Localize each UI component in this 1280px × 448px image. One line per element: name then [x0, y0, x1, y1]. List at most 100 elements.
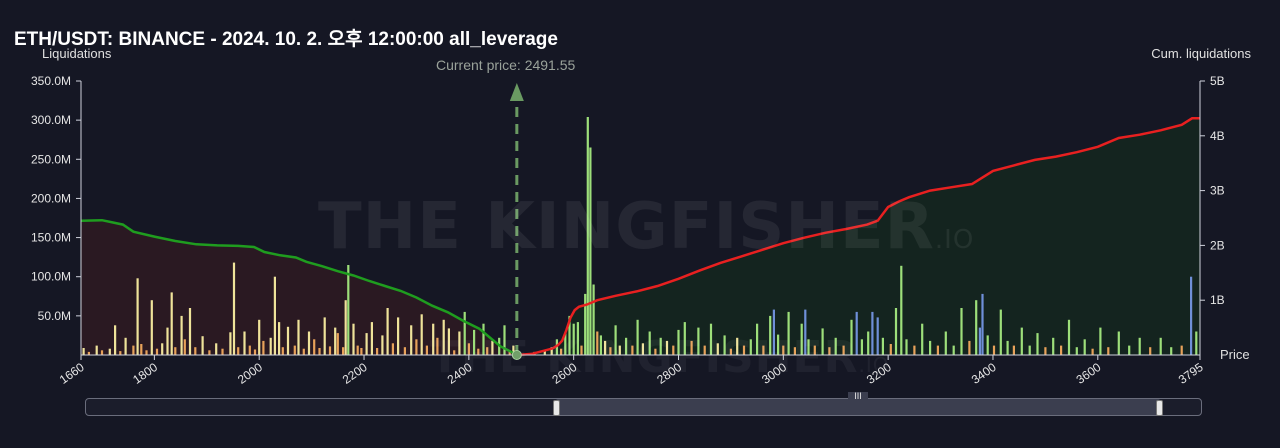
liquidation-bar [1149, 347, 1152, 355]
liquidation-bar [334, 327, 337, 355]
liquidation-bar [560, 348, 563, 355]
liquidation-bar [881, 337, 884, 355]
y-tick-label: 300.0M [31, 113, 71, 127]
liquidation-bar [807, 339, 810, 355]
liquidation-bar [1036, 333, 1039, 355]
liquidation-bar [889, 344, 892, 355]
liquidation-bar [821, 328, 824, 355]
liquidation-bar [278, 322, 281, 355]
scrollbar-right-handle[interactable] [1156, 400, 1163, 416]
liquidation-bar [100, 350, 104, 355]
liquidation-bar [921, 323, 924, 355]
liquidation-bar [900, 265, 903, 355]
liquidation-bar [1138, 337, 1141, 355]
liquidation-bar [813, 345, 816, 355]
liquidation-bar [473, 329, 476, 355]
scrollbar-grip[interactable]: III [848, 392, 868, 401]
liquidation-bar [208, 350, 211, 355]
y-tick-label: 200.0M [31, 191, 71, 205]
liquidation-bar [1091, 348, 1094, 355]
liquidation-bar [1180, 345, 1183, 355]
liquidation-bar [690, 340, 693, 355]
liquidation-bar [432, 323, 435, 355]
liquidation-bar [618, 345, 621, 355]
liquidation-bar [442, 319, 445, 355]
liquidation-bar [170, 292, 173, 355]
liquidation-bar [589, 147, 592, 355]
liquidation-bar [999, 309, 1002, 355]
liquidation-bar [365, 333, 368, 355]
scrollbar-window[interactable]: III [553, 392, 1163, 416]
liquidation-bar [95, 345, 98, 355]
x-tick-label: 3600 [1074, 360, 1104, 387]
liquidation-bar [1044, 347, 1047, 355]
liquidation-bar [323, 317, 326, 355]
liquidation-bar [1195, 331, 1198, 355]
liquidation-bar [749, 339, 752, 355]
liquidation-bar [1060, 345, 1063, 355]
range-scrollbar[interactable]: III [85, 392, 1202, 416]
liquidation-bar [729, 348, 732, 355]
liquidation-bar [665, 340, 669, 355]
liquidation-bar [477, 348, 480, 355]
y2-tick-label: 2B [1210, 238, 1225, 252]
liquidation-bar [397, 317, 400, 355]
y2-tick-label: 5B [1210, 74, 1225, 88]
liquidation-bar [905, 339, 908, 355]
liquidation-bar [1020, 327, 1023, 355]
liquidation-bar [1190, 276, 1193, 355]
liquidation-bar [458, 331, 461, 355]
liquidation-bar [860, 339, 863, 355]
liquidation-bar [936, 345, 939, 355]
liquidation-bar [467, 343, 470, 355]
liquidation-bar [161, 343, 164, 355]
liquidation-bar [447, 328, 450, 355]
y-tick-label: 350.0M [31, 74, 71, 88]
liquidation-bar [229, 332, 232, 355]
liquidation-bar [1075, 347, 1078, 355]
liquidation-bar [436, 337, 439, 355]
liquidation-bar [913, 345, 916, 355]
scrollbar-left-handle[interactable] [553, 400, 560, 416]
liquidation-bar [342, 347, 345, 355]
liquidation-bar [636, 319, 639, 355]
liquidation-bar [614, 325, 617, 355]
liquidation-bar [297, 319, 300, 355]
liquidation-bar [376, 348, 379, 355]
liquidation-bar [654, 348, 657, 355]
liquidation-bar [188, 308, 192, 355]
liquidation-bar [703, 345, 706, 355]
liquidation-bar [370, 322, 373, 355]
liquidation-bar [992, 345, 996, 355]
liquidation-bar [140, 344, 143, 355]
x-tick-label: 2000 [235, 360, 265, 387]
liquidation-bar [262, 340, 265, 355]
liquidation-bar [145, 350, 148, 355]
liquidation-bar [855, 311, 858, 355]
liquidation-bar [716, 343, 719, 355]
liquidation-bar [508, 350, 511, 355]
liquidation-bar [625, 337, 628, 355]
x-tick-label: 1660 [57, 360, 87, 387]
liquidation-bar [592, 284, 595, 355]
x-tick-label: 3795 [1176, 360, 1206, 387]
liquidation-bar [281, 347, 284, 355]
liquidation-bar [584, 293, 587, 355]
liquidation-bar [293, 345, 296, 355]
liquidation-bar [386, 308, 389, 355]
liquidation-bar [981, 293, 984, 355]
liquidation-bar [347, 265, 350, 355]
liquidation-bar [1117, 331, 1120, 355]
liquidation-bar [344, 300, 347, 355]
liquidation-bar [1083, 339, 1086, 355]
liquidation-bar [307, 331, 311, 355]
liquidation-bar [201, 336, 204, 355]
liquidation-bar [108, 348, 111, 355]
liquidation-bar [1099, 327, 1102, 355]
liquidation-bar [1052, 337, 1055, 355]
liquidation-bar [871, 311, 874, 355]
y2-tick-label: 1B [1210, 293, 1225, 307]
liquidation-bar [328, 346, 332, 355]
current-price-marker [509, 83, 524, 360]
